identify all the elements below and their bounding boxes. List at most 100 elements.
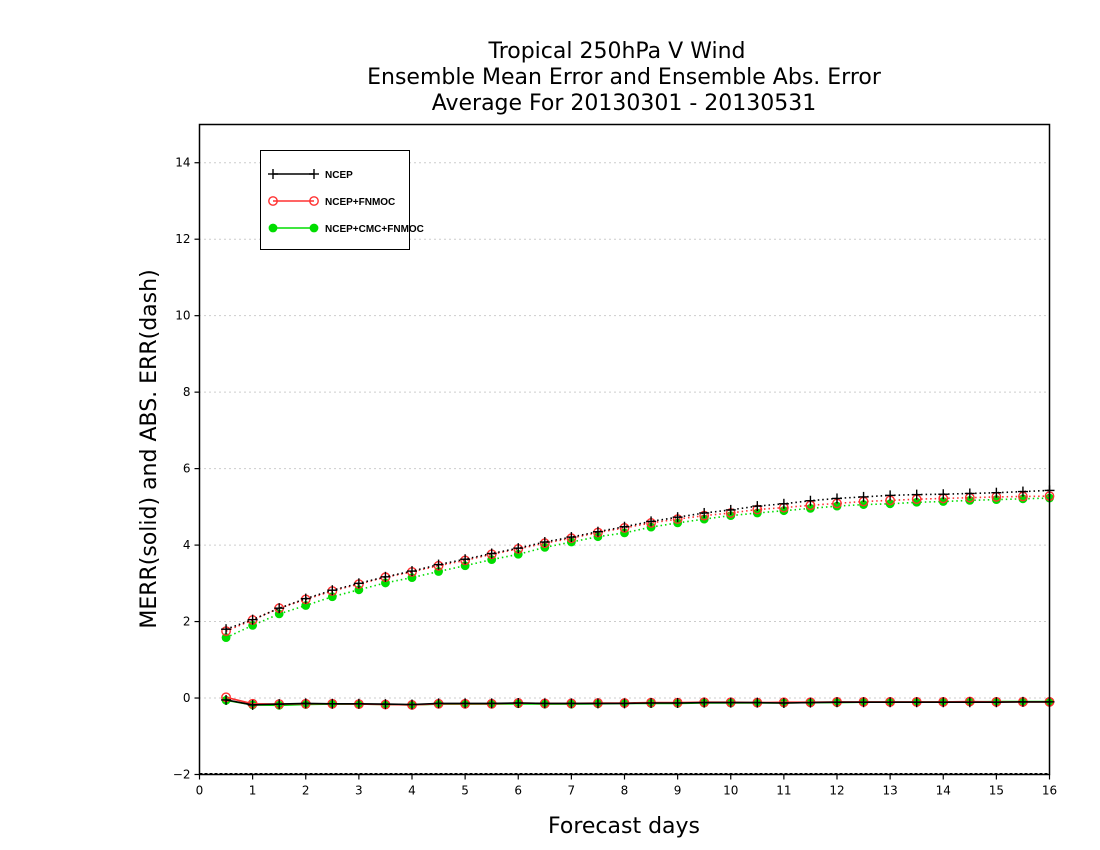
plus-marker <box>274 699 285 710</box>
y-tick-label: 6 <box>183 462 191 476</box>
x-tick-label: 13 <box>882 784 897 798</box>
plus-marker <box>327 585 338 596</box>
plus-marker <box>221 694 232 705</box>
plus-marker <box>885 490 896 501</box>
plus-marker <box>380 571 391 582</box>
filled-circle-marker <box>309 223 319 233</box>
plus-marker <box>460 554 471 565</box>
y-axis-label: MERR(solid) and ABS. ERR(dash) <box>137 269 162 628</box>
plus-marker <box>592 526 603 537</box>
series-ncep-cmc-fnmoc <box>221 493 1054 710</box>
legend-item: NCEP+CMC+FNMOC <box>268 223 424 235</box>
plus-marker <box>274 603 285 614</box>
x-tick-label: 15 <box>989 784 1004 798</box>
plus-marker <box>805 495 816 506</box>
plus-marker <box>486 698 497 709</box>
plus-marker <box>300 698 311 709</box>
plus-marker <box>1017 696 1028 707</box>
y-tick-label: 12 <box>175 232 190 246</box>
legend-label: NCEP+FNMOC <box>325 197 395 208</box>
y-tick-label: 10 <box>175 309 190 323</box>
plus-marker <box>991 487 1002 498</box>
chart-title-line-1: Tropical 250hPa V Wind <box>487 39 745 64</box>
filled-circle-marker <box>832 501 842 511</box>
plus-marker <box>672 698 683 708</box>
plus-marker <box>805 697 816 708</box>
chart-title: Tropical 250hPa V Wind Ensemble Mean Err… <box>367 39 882 116</box>
plus-marker <box>353 698 364 709</box>
plus-marker <box>247 699 258 710</box>
open-circle-marker <box>268 196 278 206</box>
plus-marker <box>460 698 471 709</box>
series-ncep-fnmoc <box>221 491 1055 710</box>
x-tick-label: 11 <box>776 784 791 798</box>
abs-err-line <box>225 495 1050 632</box>
plus-marker <box>858 491 869 502</box>
x-tick-label: 0 <box>196 784 204 798</box>
plus-marker <box>778 698 789 708</box>
plot-frame <box>198 123 1051 776</box>
x-tick-label: 16 <box>1042 784 1057 798</box>
plus-marker <box>646 698 657 708</box>
plus-marker <box>778 498 789 509</box>
x-tick-label: 9 <box>674 784 682 798</box>
plus-marker <box>752 697 763 708</box>
legend-label: NCEP+CMC+FNMOC <box>325 224 424 235</box>
filled-circle-marker <box>699 514 709 524</box>
plus-marker <box>991 697 1002 708</box>
y-tick-label: 2 <box>183 615 191 629</box>
plus-marker <box>858 697 869 708</box>
legend-label: NCEP <box>325 170 353 181</box>
filled-circle-marker <box>806 503 815 513</box>
y-tick-label: 14 <box>175 156 190 170</box>
legend: NCEP NCEP+FNMOC NCEP+CMC+FNMOC <box>260 150 424 250</box>
plus-marker <box>938 697 949 708</box>
x-tick-label: 2 <box>302 784 310 798</box>
open-circle-marker <box>309 196 319 206</box>
x-axis-label: Forecast days <box>548 814 700 839</box>
plus-marker <box>566 532 577 543</box>
chart-title-line-3: Average For 20130301 - 20130531 <box>432 91 817 116</box>
filled-circle-marker <box>268 223 278 233</box>
filled-circle-marker <box>859 500 868 509</box>
plus-marker <box>725 697 736 708</box>
plus-marker <box>938 489 949 500</box>
plus-marker <box>1017 486 1028 497</box>
plus-marker <box>353 578 364 589</box>
x-tick-label: 12 <box>829 784 844 798</box>
legend-box <box>260 150 410 250</box>
plus-marker <box>964 697 975 708</box>
plus-marker <box>725 504 736 515</box>
filled-circle-marker <box>912 497 922 507</box>
filled-circle-marker <box>752 508 762 518</box>
plus-marker <box>832 493 842 504</box>
grid-lines <box>199 162 1050 774</box>
plus-marker <box>486 548 497 559</box>
y-tick-label: 0 <box>183 691 191 705</box>
filled-circle-marker <box>779 506 789 516</box>
plus-marker <box>964 488 975 499</box>
filled-circle-marker <box>938 497 948 506</box>
series-ncep <box>221 485 1055 710</box>
plus-marker <box>646 516 657 527</box>
plot-series <box>221 485 1055 710</box>
plus-marker <box>247 614 258 625</box>
plus-marker <box>832 697 842 708</box>
plus-marker <box>752 501 763 512</box>
y-tick-label: −2 <box>173 768 191 782</box>
plus-marker <box>699 507 710 518</box>
plus-marker <box>619 698 630 709</box>
x-tick-label: 8 <box>621 784 629 798</box>
plus-marker <box>699 697 710 708</box>
y-tick-label: 4 <box>183 538 191 552</box>
plus-marker <box>911 697 922 708</box>
abs-err-line <box>225 497 1050 639</box>
legend-item: NCEP+FNMOC <box>268 196 395 208</box>
x-tick-label: 7 <box>568 784 576 798</box>
plus-marker <box>619 521 630 532</box>
plus-marker <box>513 698 524 708</box>
x-tick-label: 10 <box>723 784 738 798</box>
x-tick-label: 4 <box>408 784 416 798</box>
